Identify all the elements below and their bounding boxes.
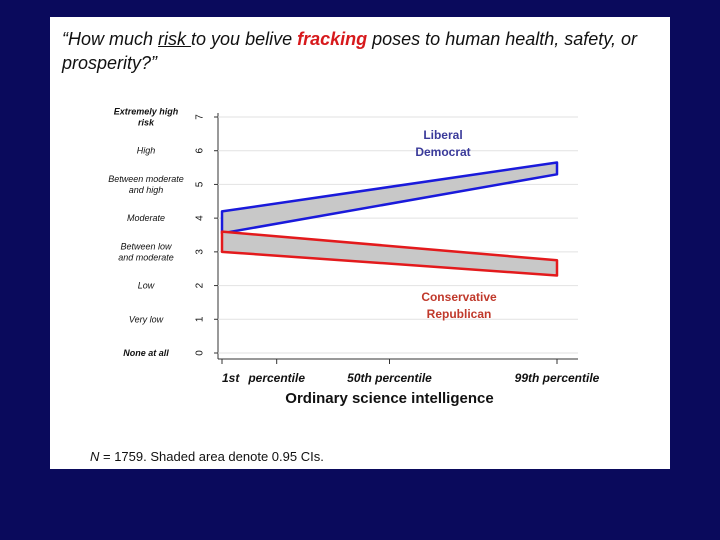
x-tick-label: percentile — [247, 371, 305, 385]
x-tick-label: 50th percentile — [347, 371, 432, 385]
ci-band-liberal-democrat — [220, 161, 559, 235]
series-label: Democrat — [415, 145, 470, 159]
ci-band-conservative-republican — [220, 230, 559, 277]
series-label: Republican — [427, 307, 492, 321]
y-tick-label: Low — [138, 281, 155, 291]
x-tick-label: 99th percentile — [515, 371, 600, 385]
y-tick-label: Between moderate — [108, 174, 184, 184]
title-text-1: “How much — [62, 29, 159, 49]
y-tick-label: risk — [138, 118, 155, 128]
y-tick-number: 7 — [195, 114, 206, 120]
footnote: N = 1759. Shaded area denote 0.95 CIs. — [90, 449, 324, 464]
y-tick-number: 5 — [195, 181, 206, 187]
title-fracking-word: fracking — [297, 29, 368, 49]
series-label: Conservative — [421, 290, 497, 304]
y-tick-number: 1 — [195, 316, 206, 322]
slide-panel: “How much risk to you belive fracking po… — [50, 17, 670, 469]
y-tick-number: 0 — [195, 350, 206, 356]
title-text-2: to you belive — [191, 29, 298, 49]
y-tick-number: 2 — [195, 282, 206, 288]
y-tick-label: Very low — [129, 314, 164, 324]
footnote-text: = 1759. Shaded area denote 0.95 CIs. — [99, 449, 324, 464]
y-tick-label: and high — [129, 185, 164, 195]
y-tick-number: 3 — [195, 249, 206, 255]
y-tick-label: Moderate — [127, 213, 165, 223]
footnote-n: N — [90, 449, 100, 464]
y-tick-label: Between low — [120, 241, 172, 251]
y-tick-label: None at all — [123, 348, 169, 358]
series-label: Liberal — [423, 128, 462, 142]
y-tick-number: 6 — [195, 147, 206, 153]
x-tick-label: 1st — [222, 371, 240, 385]
y-tick-number: 4 — [195, 215, 206, 221]
y-tick-label: High — [137, 146, 156, 156]
x-axis-label: Ordinary science intelligence — [285, 390, 493, 407]
slide-title: “How much risk to you belive fracking po… — [62, 27, 662, 75]
y-tick-label: Extremely high — [114, 107, 179, 117]
y-tick-label: and moderate — [118, 252, 174, 262]
title-risk-word: risk — [158, 29, 192, 49]
title-text-3: poses to human health, safety, or prospe… — [62, 29, 637, 73]
